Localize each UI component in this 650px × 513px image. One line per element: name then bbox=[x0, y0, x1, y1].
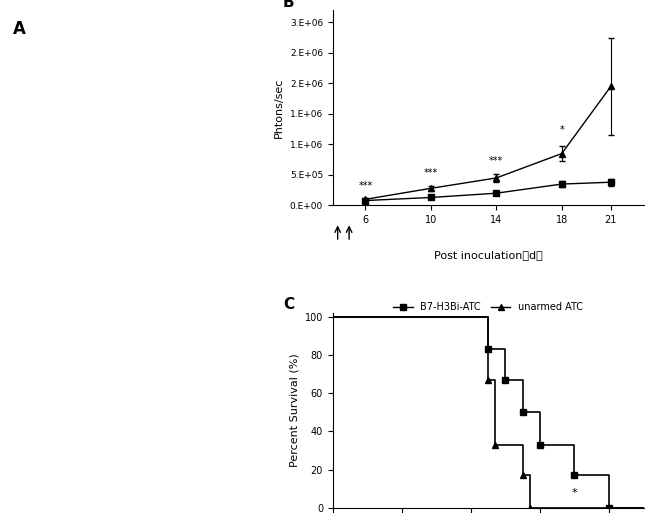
Text: ***: *** bbox=[424, 168, 438, 178]
Text: *: * bbox=[560, 125, 564, 135]
Y-axis label: Phtons/sec: Phtons/sec bbox=[274, 77, 284, 138]
X-axis label: Post inoculation（d）: Post inoculation（d） bbox=[434, 250, 543, 260]
Text: ***: *** bbox=[489, 156, 504, 166]
Text: C: C bbox=[283, 297, 294, 312]
Text: A: A bbox=[13, 20, 25, 38]
Text: *: * bbox=[571, 488, 577, 498]
Text: ***: *** bbox=[358, 181, 372, 191]
Legend: B7-H3Bi-ATC, unarmed ATC: B7-H3Bi-ATC, unarmed ATC bbox=[389, 298, 587, 316]
Text: B: B bbox=[283, 0, 294, 10]
Y-axis label: Percent Survival (%): Percent Survival (%) bbox=[289, 353, 299, 467]
